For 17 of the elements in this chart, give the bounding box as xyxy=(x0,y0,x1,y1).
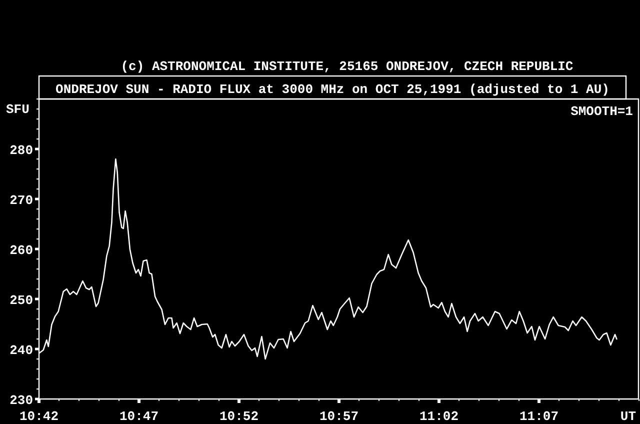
x-axis-title: UT xyxy=(620,409,636,424)
y-tick-label: 230 xyxy=(10,393,34,408)
x-tick-label: 10:42 xyxy=(19,409,59,424)
y-tick-label: 250 xyxy=(10,293,34,308)
y-tick-label: 270 xyxy=(10,193,34,208)
y-tick-label: 280 xyxy=(10,143,34,158)
x-tick-label: 11:07 xyxy=(519,409,559,424)
x-tick-label: 11:02 xyxy=(419,409,459,424)
y-axis-title: SFU xyxy=(6,102,30,117)
x-tick-label: 10:57 xyxy=(319,409,359,424)
x-tick-label: 10:47 xyxy=(119,409,159,424)
y-tick-label: 260 xyxy=(10,243,34,258)
annotation: SMOOTH=1 xyxy=(570,104,634,119)
x-tick-label: 10:52 xyxy=(219,409,259,424)
chart-title: ONDREJOV SUN - RADIO FLUX at 3000 MHz on OCT 25,1991 (adjusted to 1 AU) xyxy=(56,82,610,97)
text: (c) ASTRONOMICAL INSTITUTE, 25165 ONDREJOV, CZECH REPUBLIC xyxy=(120,59,574,74)
y-tick-label: 240 xyxy=(10,343,34,358)
